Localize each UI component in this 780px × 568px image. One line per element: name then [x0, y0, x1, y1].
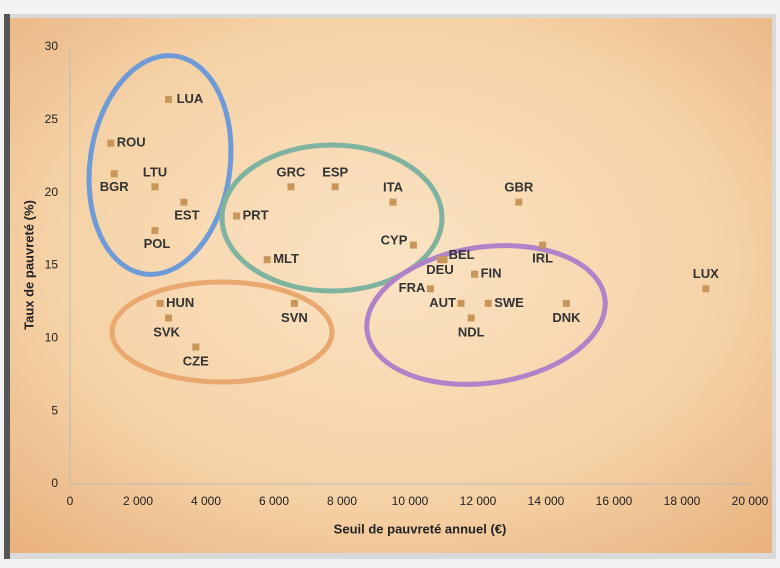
point [484, 299, 492, 307]
point [471, 270, 479, 278]
x-tick-label: 8 000 [327, 494, 357, 508]
group-ellipse [109, 279, 335, 385]
point [426, 285, 434, 293]
point-label: LUX [693, 266, 719, 281]
x-tick-label: 10 000 [392, 494, 429, 508]
point [457, 299, 465, 307]
point [151, 227, 159, 235]
point-label: MLT [273, 251, 299, 266]
y-tick-label: 25 [45, 112, 59, 126]
point-label: SWE [494, 295, 524, 310]
point [180, 198, 188, 206]
point-label: AUT [429, 295, 456, 310]
point-label: FRA [399, 280, 426, 295]
point-label: IRL [532, 251, 553, 266]
y-axis-title: Taux de pauvreté (%) [21, 200, 36, 330]
point [233, 212, 241, 220]
point-label: ITA [383, 180, 404, 195]
y-tick-label: 30 [45, 39, 59, 53]
point-label: NDL [458, 324, 485, 339]
point-label: SVK [153, 324, 180, 339]
x-tick-label: 6 000 [259, 494, 289, 508]
x-tick-label: 18 000 [664, 494, 701, 508]
point [290, 299, 298, 307]
point-label: GRC [277, 164, 307, 179]
x-tick-label: 2 000 [123, 494, 153, 508]
point [192, 343, 200, 351]
point [539, 241, 547, 249]
frame-edge [4, 14, 10, 559]
point-label: CZE [183, 354, 209, 369]
point-label: HUN [166, 295, 194, 310]
y-tick-label: 15 [45, 258, 59, 272]
point [156, 299, 164, 307]
point-label: LUA [177, 91, 204, 106]
point [107, 139, 115, 147]
point [409, 241, 417, 249]
x-tick-label: 16 000 [596, 494, 633, 508]
y-tick-label: 0 [51, 476, 58, 490]
point [151, 183, 159, 191]
y-tick-label: 10 [45, 331, 59, 345]
point-label: BGR [100, 179, 130, 194]
point [331, 183, 339, 191]
point-label: DEU [426, 262, 453, 277]
point-label: ESP [322, 164, 348, 179]
point [165, 314, 173, 322]
x-axis-title: Seuil de pauvreté annuel (€) [334, 521, 507, 536]
point-label: LTU [143, 164, 167, 179]
point-label: DNK [552, 310, 581, 325]
point [287, 183, 295, 191]
x-tick-label: 14 000 [528, 494, 565, 508]
point [515, 198, 523, 206]
point-label: PRT [243, 207, 269, 222]
point [110, 170, 118, 178]
point-label: CYP [381, 233, 408, 248]
y-tick-label: 20 [45, 185, 59, 199]
point-label: BEL [449, 247, 475, 262]
x-tick-label: 20 000 [732, 494, 769, 508]
point-label: POL [144, 236, 171, 251]
point-label: EST [174, 208, 199, 223]
group-ellipse [219, 142, 445, 294]
point [389, 198, 397, 206]
y-tick-label: 5 [51, 403, 58, 417]
point [263, 256, 271, 264]
point [702, 285, 710, 293]
point [165, 95, 173, 103]
point-label: FIN [481, 266, 502, 281]
x-tick-label: 4 000 [191, 494, 221, 508]
point [467, 314, 475, 322]
point-label: ROU [117, 135, 146, 150]
point-label: SVN [281, 310, 308, 325]
point [440, 256, 448, 264]
point-label: GBR [504, 180, 534, 195]
x-tick-label: 12 000 [460, 494, 497, 508]
group-ellipse [86, 53, 234, 277]
group-ellipse [364, 243, 608, 387]
point [562, 299, 570, 307]
x-tick-label: 0 [67, 494, 74, 508]
